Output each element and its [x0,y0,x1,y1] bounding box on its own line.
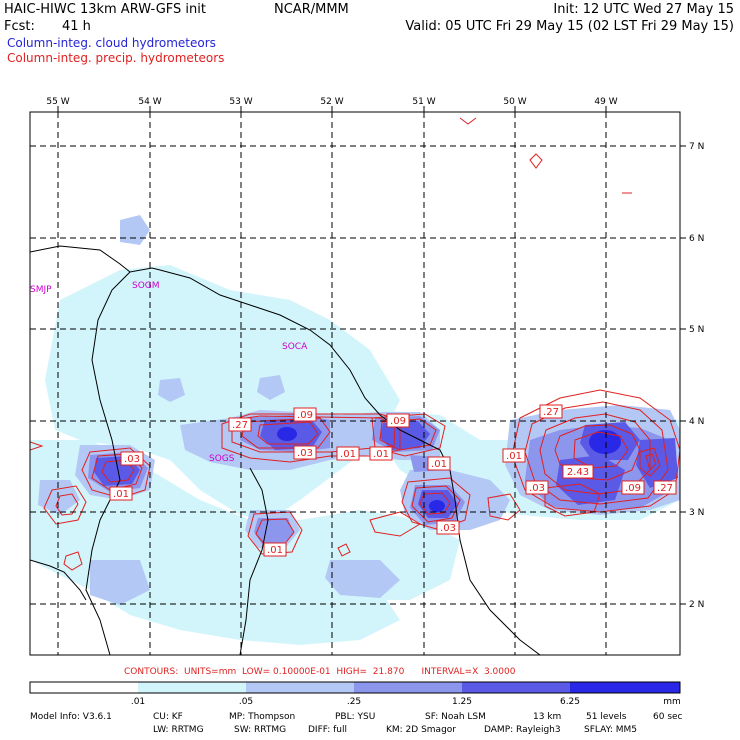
colorbar-tick: .05 [239,697,253,707]
lon-label: 50 W [503,97,526,107]
fcst-label: Fcst: [4,19,35,34]
lon-label: 52 W [320,97,343,107]
place-names: SMJP SOGM SOCA SOGS [30,281,308,464]
colorbar-bin [138,682,246,693]
contour-label: .01 [506,451,522,462]
grid-lines [30,112,680,655]
footer-sw: SW: RRTMG [234,725,287,735]
model-title: HAIC-HIWC 13km ARW-GFS init [4,2,206,17]
contour-label: .01 [431,459,447,470]
footer-pbl: PBL: YSU [335,712,376,722]
contour-label: .03 [124,454,140,465]
lon-label: 51 W [412,97,435,107]
footer-diff: DIFF: full [308,725,348,735]
contour-label: .01 [340,449,356,460]
lat-label: 3 N [689,508,704,518]
contour-label: .27 [232,420,248,431]
lat-label: 5 N [689,325,704,335]
lat-labels: 7 N 6 N 5 N 4 N 3 N 2 N [689,142,704,610]
contours-info: CONTOURS: UNITS=mm LOW= 0.10000E-01 HIGH… [124,667,516,677]
place-name: SOCA [282,342,308,352]
colorbar-bin [246,682,354,693]
colorbar-ticks: .01 .05 .25 1.25 6.25 mm [131,697,681,707]
contour-label: .01 [373,449,389,460]
footer-resolution: 13 km [533,712,562,722]
footer-km: KM: 2D Smagor [386,725,456,735]
contour-label: .03 [529,483,545,494]
contour-label: .01 [267,545,283,556]
lat-label: 7 N [689,142,704,152]
contour-label: .01 [113,489,129,500]
colorbar-tick: .01 [131,697,145,707]
footer-timestep: 60 sec [653,712,683,722]
lon-label: 49 W [594,97,617,107]
colorbar [29,681,681,694]
lon-label: 55 W [46,97,69,107]
lat-label: 2 N [689,600,704,610]
org-label: NCAR/MMM [274,2,349,17]
contour-label: .27 [543,407,559,418]
colorbar-bin [354,682,462,693]
place-name: SOGM [132,281,160,291]
contour-label-boxes [109,404,677,557]
tick-marks [57,106,686,605]
contour-label: .09 [390,416,406,427]
colorbar-tick: 6.25 [560,697,580,707]
colorbar-tick: 1.25 [452,697,472,707]
field-precip-label: Column-integ. precip. hydrometeors [7,51,225,65]
valid-time: Valid: 05 UTC Fri 29 May 15 (02 LST Fri … [405,19,734,34]
init-time: Init: 12 UTC Wed 27 May 15 [553,2,734,17]
footer-levels: 51 levels [586,712,627,722]
contour-label: .09 [625,483,641,494]
place-name: SMJP [30,285,52,295]
contour-label: .27 [657,483,673,494]
lon-label: 53 W [229,97,252,107]
colorbar-bin [30,682,138,693]
lon-label: 54 W [138,97,161,107]
footer-lw: LW: RRTMG [153,725,204,735]
colorbar-bin [462,682,570,693]
lat-label: 6 N [689,234,704,244]
contour-label: 2.43 [567,467,589,478]
place-name: SOGS [209,454,235,464]
fcst-value: 41 h [62,19,91,34]
field-cloud-label: Column-integ. cloud hydrometeors [7,36,216,50]
footer-cu: CU: KF [153,712,183,722]
cloud-shading-core [277,427,621,512]
lon-labels: 55 W 54 W 53 W 52 W 51 W 50 W 49 W [46,97,617,107]
footer-sf: SF: Noah LSM [425,712,486,722]
colorbar-bin [570,682,680,693]
footer-model-info: Model Info: V3.6.1 [30,712,112,722]
colorbar-unit: mm [663,697,681,707]
footer-damp: DAMP: Rayleigh3 [484,725,561,735]
contour-label: .09 [297,410,313,421]
colorbar-tick: .25 [347,697,361,707]
footer-mp: MP: Thompson [229,712,296,722]
colorbar-frame [29,681,681,694]
contour-label: .03 [297,448,313,459]
lat-label: 4 N [689,417,704,427]
contour-label: .03 [440,523,456,534]
contour-labels: .27 .09 .09 .03 .01 .01 .03 .01 .27 .01 … [113,407,673,556]
plot-frame [29,111,681,656]
footer-sflay: SFLAY: MM5 [584,725,638,735]
